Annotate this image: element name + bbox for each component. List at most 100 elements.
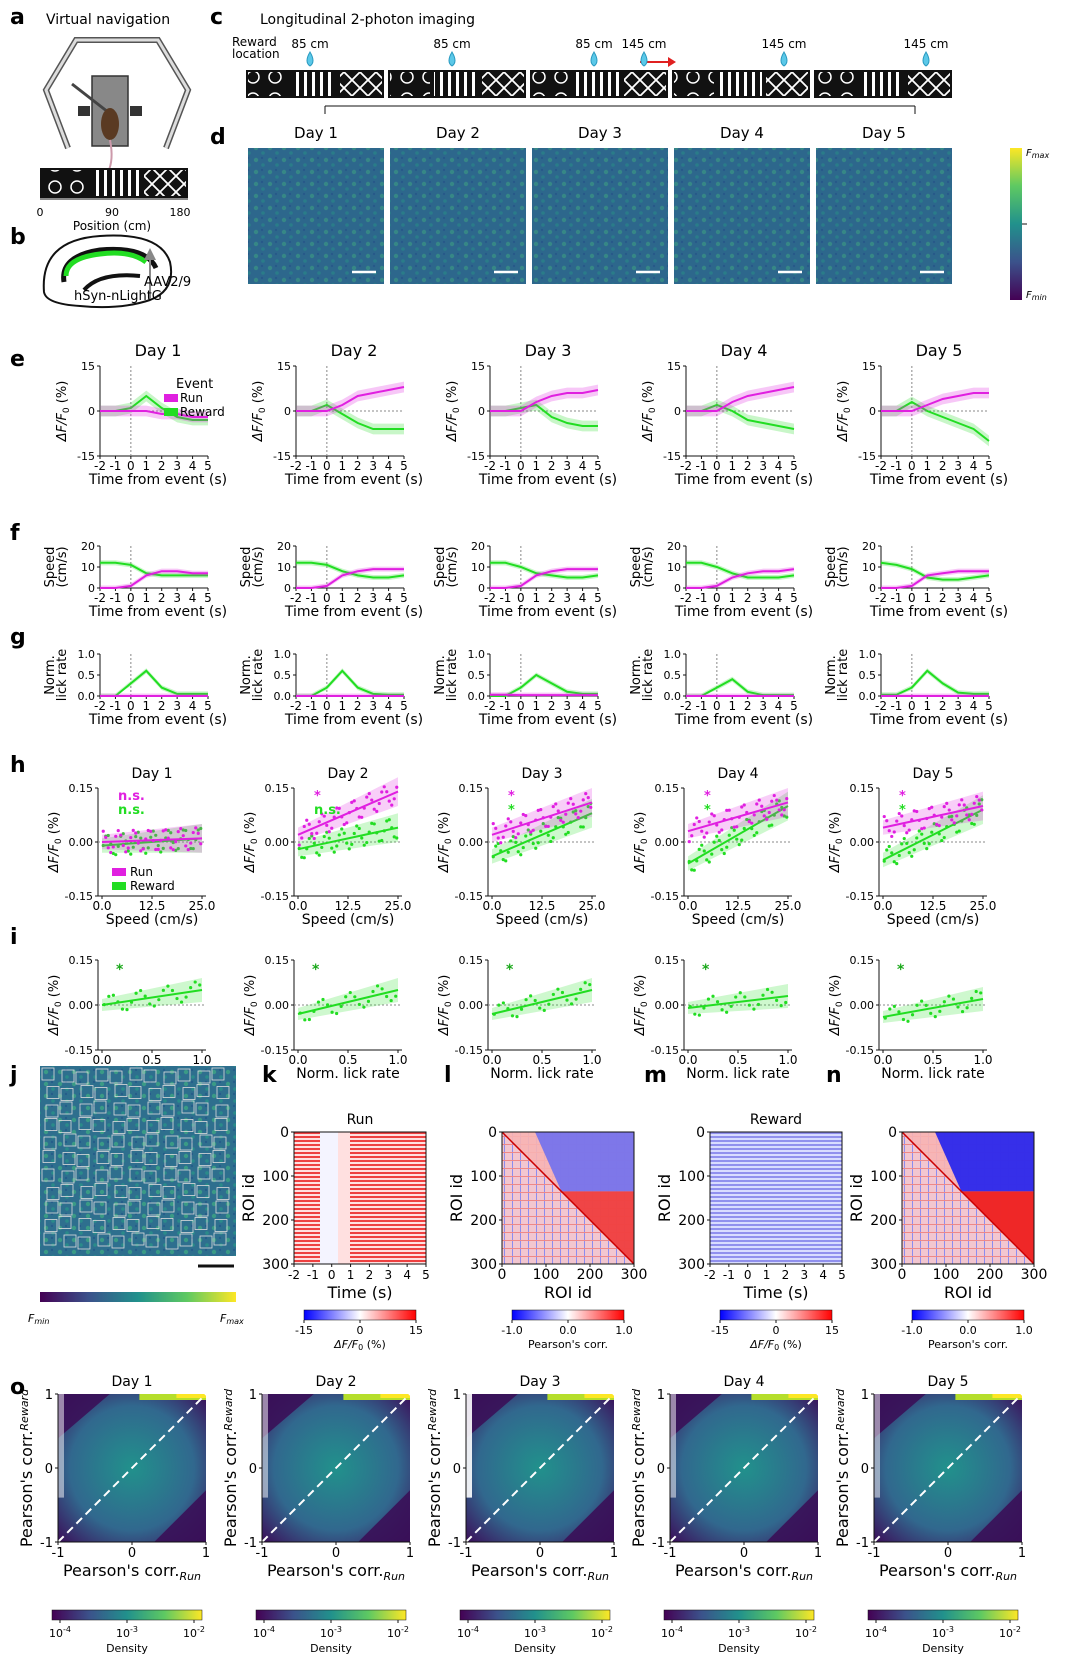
panel_h-reward-point	[504, 859, 508, 863]
roi-box	[131, 1136, 145, 1150]
panel_h-reward-point	[380, 838, 384, 843]
panel_h-run-point	[907, 828, 911, 832]
panel_h-run-point	[947, 808, 951, 812]
panel-a: Virtual navigation 0 90 180 Position (cm…	[37, 12, 192, 233]
panel_h-reward-point	[377, 839, 381, 843]
panel_i-sig: *	[702, 962, 710, 978]
panel_h-run-point	[169, 846, 173, 850]
panel_i-reward-point	[897, 1010, 901, 1014]
panel_i-reward-point	[497, 1003, 501, 1007]
panel_m-cbar-label-sub: 0	[774, 1343, 779, 1352]
roi-box	[180, 1119, 194, 1132]
roi-box	[212, 1150, 226, 1163]
roi-box	[77, 1236, 91, 1250]
panel_h-run-point	[337, 806, 341, 810]
panel_i-reward-point	[765, 987, 770, 992]
roi-box	[45, 1200, 59, 1214]
panel_g-xtick-label: -2	[290, 699, 302, 713]
roi-box	[60, 1088, 74, 1101]
panel_h-run-point	[141, 847, 145, 851]
fov-image-shade-4	[674, 148, 810, 284]
panel-o-ylabel: Pearson's corr.Reward	[833, 1388, 852, 1547]
panel_h-run-point	[777, 808, 781, 812]
reward-location-4: 145 cm	[761, 37, 806, 51]
panel-o-cbar-exp: -4	[63, 1625, 71, 1634]
panel-o-low-density-bottom	[154, 1490, 206, 1542]
panel_i-reward-point	[519, 1007, 524, 1011]
panel_f-reward-line	[100, 561, 208, 577]
panel-o-cbar-tick-label: 10-4	[457, 1625, 479, 1640]
track-day-5-bars	[860, 72, 904, 96]
panel_h-run-point	[377, 801, 381, 806]
panel-o-cbar-exp: -3	[946, 1625, 954, 1634]
panel-o-identity-line	[57, 1393, 207, 1543]
panel-o-empty-left	[466, 1394, 472, 1498]
panel_l-colorbar	[511, 1309, 625, 1321]
panel_h-run-point	[970, 812, 974, 816]
panel_e-ylabel: ΔF/F0 (%)	[641, 381, 658, 443]
panel_i-reward-ci	[688, 984, 788, 1014]
panel-o-ylabel-main: Pearson's corr.	[833, 1431, 852, 1547]
panel_e-run-band	[100, 405, 208, 423]
roi-box	[46, 1086, 60, 1099]
roi-box	[109, 1070, 123, 1084]
panel-o-ylabel: Pearson's corr.Reward	[629, 1388, 648, 1547]
panel-o-cbar-base: 10	[795, 1627, 809, 1640]
panel_i-reward-point	[734, 995, 738, 999]
panel_f-ylabel-line1: Speed	[824, 547, 839, 588]
panel-c-title: Longitudinal 2-photon imaging	[260, 12, 475, 28]
panel_i-xtick-label: 0.5	[142, 1053, 161, 1067]
panel_m-cbar-tick-label: -15	[711, 1324, 729, 1337]
panel_h-run-point	[690, 834, 694, 838]
panel-d: Fmax Fmin Day 1 Day 2 Day 3 Day 4 Day 5	[248, 124, 1049, 302]
roi-box	[177, 1068, 191, 1082]
panel-o-cbar-tick-label: 10-2	[183, 1625, 205, 1640]
panel-d-day-label-4: Day 4	[720, 124, 764, 142]
panel_h-reward-point	[302, 856, 306, 860]
panel_e-xtick-label: -2	[290, 459, 302, 473]
panel_h-run-point	[780, 813, 784, 817]
panel_h-reward-fit	[882, 808, 984, 861]
panel-letter-m: m	[644, 1063, 667, 1088]
panel_h-reward-point	[690, 868, 694, 872]
panel-d-cbar-max-sub: max	[1032, 151, 1050, 160]
panel_f-ylabel: (cm/s)	[641, 546, 656, 587]
panel_i-reward-point	[510, 1014, 515, 1018]
panel_g-xlabel: Time from event (s)	[869, 712, 1008, 728]
panel_i-reward-point	[770, 990, 774, 994]
panel_g-xtick-label: 0	[127, 699, 135, 713]
panel-o-ytick-label: 0	[861, 1462, 869, 1477]
panel_h-reward-point	[890, 851, 894, 855]
panel_i-reward-point	[956, 1005, 960, 1009]
panel-o-cbar-tick-label: 10-3	[524, 1625, 546, 1640]
panel_i-reward-point	[339, 1004, 343, 1009]
panel-o-cbar-tick-label: 10-2	[999, 1625, 1021, 1640]
roi-box	[194, 1121, 208, 1134]
panel_e-xlabel: Time from event (s)	[88, 472, 227, 488]
panel_g-ytick-label: 0.0	[859, 690, 877, 703]
panel_h-xtick-label: 25.0	[385, 899, 412, 913]
panel_h-run-point	[300, 836, 304, 840]
panel_e-day-title-3: Day 3	[525, 341, 572, 360]
panel_h-reward-point	[511, 835, 515, 839]
panel_h-run-point	[305, 818, 309, 822]
panel_h-run-point	[161, 829, 165, 833]
panel_h-run-point	[499, 841, 503, 845]
roi-box	[44, 1219, 58, 1232]
panel_i-reward-point	[910, 1013, 915, 1017]
panel-o-xtick-label: 1	[202, 1546, 210, 1561]
panel_h-reward-point	[536, 841, 540, 845]
panel_i-xtick-label: 0.5	[532, 1053, 551, 1067]
panel-o-low-density-bottom	[562, 1490, 614, 1542]
panel_h-reward-point	[920, 832, 924, 836]
panel-o-cbar-tick-label: 10-3	[116, 1625, 138, 1640]
panel_h-reward-point	[586, 805, 590, 809]
roi-box	[194, 1217, 208, 1230]
